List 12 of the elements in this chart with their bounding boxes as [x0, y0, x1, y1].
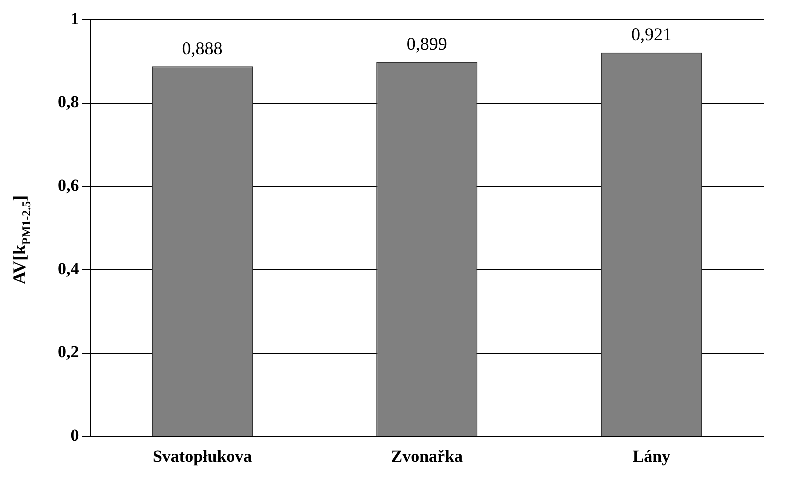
y-tick-label: 0,6	[58, 176, 80, 196]
data-label: 0,888	[182, 38, 223, 58]
x-tick-label: Zvonařka	[391, 447, 464, 466]
data-label: 0,899	[406, 34, 448, 54]
y-tick-label: 0,2	[58, 342, 80, 362]
y-tick-label: 0,4	[58, 259, 80, 278]
x-tick-label: Svatopłukova	[152, 447, 253, 466]
y-tick-label: 0,8	[58, 92, 80, 112]
y-tick-label: 1	[70, 9, 80, 28]
y-tick-label: 0	[70, 426, 80, 445]
data-label: 0,921	[631, 24, 672, 45]
x-tick-label: Lány	[632, 447, 672, 466]
